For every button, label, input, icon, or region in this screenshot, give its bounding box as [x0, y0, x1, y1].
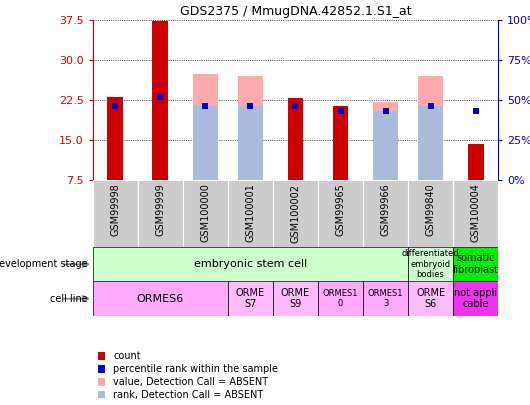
- Bar: [183, 180, 228, 247]
- Point: [201, 102, 210, 109]
- Bar: [273, 180, 318, 247]
- Bar: [93, 180, 138, 247]
- Bar: [408, 180, 453, 247]
- Bar: [318, 281, 363, 316]
- Bar: [238, 76, 263, 180]
- Title: GDS2375 / MmugDNA.42852.1.S1_at: GDS2375 / MmugDNA.42852.1.S1_at: [180, 5, 411, 18]
- Text: ORMES1
0: ORMES1 0: [323, 289, 358, 308]
- Text: ORMES6: ORMES6: [137, 294, 184, 304]
- Text: somatic
fibroblast: somatic fibroblast: [453, 254, 499, 275]
- Text: ORME
S6: ORME S6: [416, 288, 445, 309]
- Text: GSM100001: GSM100001: [245, 183, 255, 243]
- Text: not appli
cable: not appli cable: [454, 288, 497, 309]
- Bar: [318, 180, 363, 247]
- Point: [156, 93, 164, 100]
- Bar: [418, 106, 443, 180]
- Bar: [363, 180, 408, 247]
- Text: GSM99840: GSM99840: [426, 183, 436, 236]
- Text: cell line: cell line: [50, 294, 87, 304]
- Text: GSM99966: GSM99966: [381, 183, 391, 236]
- Bar: [453, 281, 498, 316]
- Bar: [408, 281, 453, 316]
- Bar: [408, 247, 453, 281]
- Bar: [453, 247, 498, 281]
- Bar: [453, 180, 498, 247]
- Bar: [333, 106, 348, 180]
- Bar: [418, 76, 443, 180]
- Bar: [193, 106, 218, 180]
- Text: GSM99999: GSM99999: [155, 183, 165, 236]
- Bar: [228, 281, 273, 316]
- Bar: [273, 281, 318, 316]
- Bar: [93, 281, 228, 316]
- Point: [246, 102, 254, 109]
- Bar: [108, 96, 123, 180]
- Point: [426, 102, 435, 109]
- Text: ORME
S7: ORME S7: [236, 288, 265, 309]
- Text: GSM99998: GSM99998: [110, 183, 120, 236]
- Point: [336, 108, 344, 114]
- Bar: [228, 180, 273, 247]
- Bar: [468, 144, 483, 180]
- Text: ORME
S9: ORME S9: [281, 288, 310, 309]
- Bar: [363, 281, 408, 316]
- Bar: [373, 111, 398, 180]
- Text: GSM100004: GSM100004: [471, 183, 481, 243]
- Bar: [93, 247, 408, 281]
- Bar: [153, 21, 168, 180]
- Point: [472, 108, 480, 114]
- Point: [292, 102, 300, 109]
- Bar: [288, 98, 303, 180]
- Text: GSM100000: GSM100000: [200, 183, 210, 243]
- Bar: [373, 102, 398, 180]
- Legend: count, percentile rank within the sample, value, Detection Call = ABSENT, rank, : count, percentile rank within the sample…: [98, 352, 278, 400]
- Text: development stage: development stage: [0, 259, 87, 269]
- Text: GSM99965: GSM99965: [335, 183, 346, 237]
- Point: [381, 108, 390, 114]
- Bar: [238, 106, 263, 180]
- Text: embryonic stem cell: embryonic stem cell: [194, 259, 307, 269]
- Text: GSM100002: GSM100002: [290, 183, 301, 243]
- Bar: [138, 180, 183, 247]
- Point: [111, 102, 120, 109]
- Text: differentiated
embryoid
bodies: differentiated embryoid bodies: [402, 249, 460, 279]
- Text: ORMES1
3: ORMES1 3: [368, 289, 403, 308]
- Bar: [193, 74, 218, 180]
